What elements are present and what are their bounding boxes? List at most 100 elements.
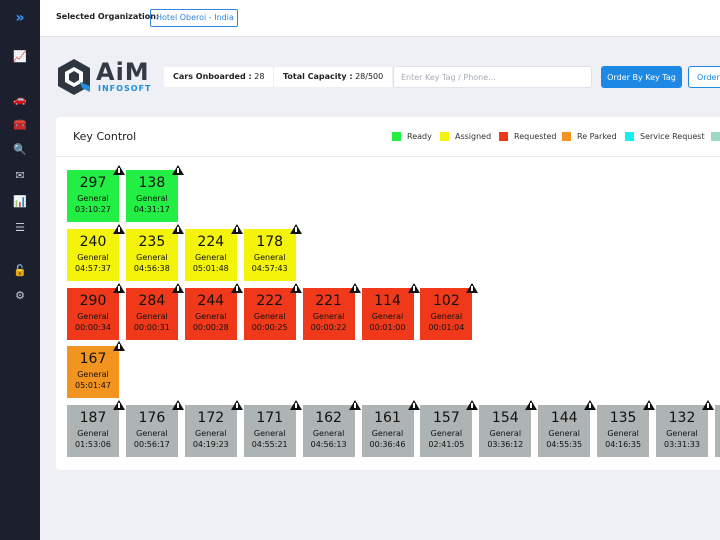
key-tag-number: 235 — [138, 234, 166, 250]
key-tag-number: 224 — [197, 234, 225, 250]
legend-item-assigned: Assigned — [440, 132, 491, 141]
key-tile-type: General — [371, 429, 404, 438]
list-icon[interactable]: ☰ — [15, 220, 25, 234]
search-icon[interactable]: 🔍 — [13, 142, 27, 156]
warning-icon[interactable] — [407, 400, 420, 410]
warning-icon[interactable] — [171, 165, 184, 175]
car-icon[interactable]: 🚗 — [13, 92, 27, 106]
key-tile[interactable]: 172 General 04:19:23 — [184, 400, 243, 457]
cars-onboarded-label: Cars Onboarded : — [173, 72, 252, 81]
key-tile[interactable]: 138 General 04:31:17 — [125, 165, 184, 222]
warning-mark — [176, 286, 179, 291]
key-tile[interactable]: 167 General 05:01:47 — [67, 341, 125, 398]
warning-mark — [412, 286, 415, 291]
warning-icon[interactable] — [289, 400, 302, 410]
warning-mark — [176, 403, 179, 408]
key-tile-type: General — [430, 429, 463, 438]
warning-icon[interactable] — [113, 224, 125, 234]
key-tag-number: 171 — [256, 410, 284, 426]
warning-icon[interactable] — [289, 224, 302, 234]
key-tile[interactable]: 171 General 04:55:21 — [243, 400, 302, 457]
warning-icon[interactable] — [171, 283, 184, 293]
org-select[interactable]: Hotel Oberoi - India — [150, 9, 238, 27]
warning-icon[interactable] — [348, 283, 361, 293]
warning-icon[interactable] — [113, 165, 125, 175]
warning-mark — [118, 403, 120, 408]
key-tag-number: 167 — [79, 351, 107, 367]
key-tag-number: 162 — [315, 410, 342, 426]
warning-icon[interactable] — [289, 283, 302, 293]
legend-label: Re Parked — [577, 132, 617, 141]
key-tile[interactable]: 132 General 03:31:33 — [656, 400, 714, 457]
unlock-icon[interactable]: 🔓 — [13, 263, 27, 277]
key-tag-search-input[interactable] — [393, 66, 592, 88]
bar-chart-icon[interactable]: 📊 — [13, 194, 27, 208]
key-tile-type: General — [371, 312, 404, 321]
warning-icon[interactable] — [643, 400, 656, 410]
key-tile[interactable]: 157 General 02:41:05 — [420, 400, 479, 457]
warning-icon[interactable] — [466, 400, 479, 410]
warning-icon[interactable] — [348, 400, 361, 410]
warning-icon[interactable] — [230, 224, 243, 234]
key-tile[interactable]: 102 General 00:01:04 — [420, 283, 479, 340]
warning-icon[interactable] — [113, 400, 125, 410]
key-tile[interactable]: 224 General 05:01:48 — [184, 224, 243, 281]
order-by-key-tag-button[interactable]: Order By Key Tag — [601, 66, 682, 88]
expand-icon[interactable]: » — [15, 10, 25, 26]
key-tag-number: 157 — [433, 410, 460, 426]
key-tile-type: General — [489, 429, 522, 438]
key-tag-number: 244 — [197, 293, 225, 309]
key-tag-number: 135 — [609, 410, 637, 426]
warning-icon[interactable] — [407, 283, 420, 293]
warning-icon[interactable] — [584, 400, 597, 410]
key-tile[interactable]: 135 General 04:16:35 — [597, 400, 656, 457]
key-tile[interactable]: 222 General 00:00:25 — [243, 283, 302, 340]
top-bar: Selected Organization: Hotel Oberoi - In… — [40, 0, 720, 37]
key-tile[interactable]: 161 General 00:36:46 — [361, 400, 420, 457]
legend-item-re-parked: Re Parked — [562, 132, 617, 141]
gears-icon[interactable]: ⚙ — [15, 288, 25, 302]
warning-icon[interactable] — [525, 400, 538, 410]
warning-icon[interactable] — [113, 341, 125, 351]
warning-icon[interactable] — [230, 283, 243, 293]
key-tile[interactable]: 235 General 04:56:38 — [125, 224, 184, 281]
mail-icon[interactable]: ✉ — [15, 168, 25, 182]
key-tag-number: 187 — [79, 410, 107, 426]
key-tag-number: 178 — [256, 234, 284, 250]
warning-icon[interactable] — [171, 400, 184, 410]
legend-item-requested: Requested — [499, 132, 557, 141]
key-tile[interactable]: 290 General 00:00:34 — [67, 283, 125, 340]
legend-item-ready: Ready — [392, 132, 432, 141]
warning-icon[interactable] — [230, 400, 243, 410]
key-tile-timer: 00:00:28 — [192, 323, 229, 332]
key-tile[interactable]: 176 General 00:56:17 — [125, 400, 184, 457]
warning-mark — [176, 168, 179, 173]
key-tile-type: General — [195, 253, 227, 262]
key-tile[interactable]: 178 General 04:57:43 — [243, 224, 302, 281]
key-tile[interactable]: 221 General 00:00:22 — [302, 283, 361, 340]
chart-line-icon[interactable]: 📈 — [13, 49, 27, 63]
key-tile[interactable]: 240 General 04:57:37 — [67, 224, 125, 281]
warning-icon[interactable] — [466, 283, 479, 293]
total-capacity-label: Total Capacity : — [283, 72, 353, 81]
key-tile[interactable]: 154 General 03:36:12 — [479, 400, 538, 457]
warning-mark — [118, 286, 120, 291]
key-tile[interactable]: 187 General 01:53:06 — [67, 400, 125, 457]
order-button[interactable]: Order — [688, 66, 720, 88]
toolbox-icon[interactable]: 🧰 — [13, 117, 27, 131]
key-tile-timer: 04:16:35 — [605, 440, 642, 449]
legend-label: Service Request — [640, 132, 705, 141]
key-tile[interactable]: 244 General 00:00:28 — [184, 283, 243, 340]
key-tile[interactable]: 284 General 00:00:31 — [125, 283, 184, 340]
key-tile[interactable]: 114 General 00:01:00 — [361, 283, 420, 340]
warning-icon[interactable] — [113, 283, 125, 293]
key-tile[interactable] — [714, 405, 720, 457]
key-tile[interactable]: 162 General 04:56:13 — [302, 400, 361, 457]
warning-icon[interactable] — [171, 224, 184, 234]
warning-icon[interactable] — [702, 400, 714, 410]
cars-onboarded-value: 28 — [254, 72, 265, 81]
key-tile-type: General — [77, 253, 109, 262]
key-tile[interactable]: 144 General 04:55:35 — [538, 400, 597, 457]
key-tile-timer: 04:55:35 — [546, 440, 583, 449]
key-tile[interactable]: 297 General 03:10:27 — [67, 165, 125, 222]
